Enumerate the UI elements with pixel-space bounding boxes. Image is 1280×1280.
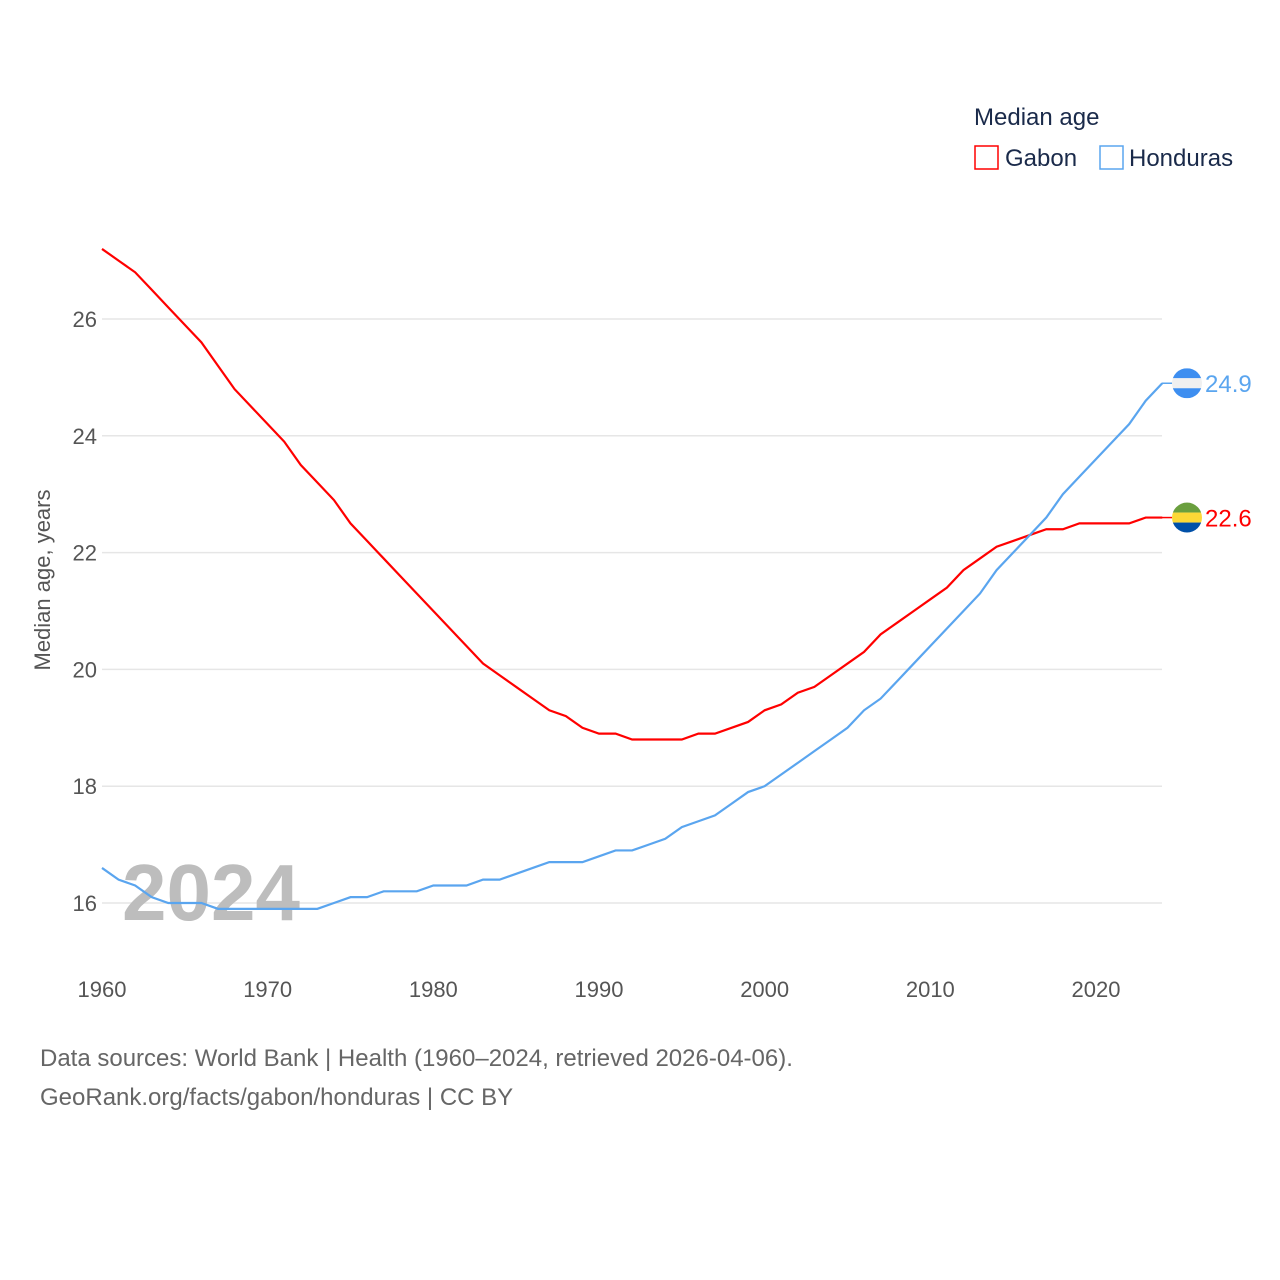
x-tick-label: 1990 [575, 977, 624, 1002]
series-line-gabon [101, 248, 1163, 741]
y-tick-label: 22 [73, 541, 97, 566]
legend-item-honduras[interactable]: Honduras [1129, 145, 1233, 172]
legend-swatch[interactable] [1099, 145, 1124, 170]
x-tick-label: 1960 [78, 977, 127, 1002]
x-tick-label: 2020 [1072, 977, 1121, 1002]
y-axis-label: Median age, years [30, 490, 55, 671]
attribution-link[interactable]: GeoRank.org/facts/gabon/honduras | CC BY [40, 1084, 514, 1111]
end-value-label: 24.9 [1205, 371, 1252, 398]
y-tick-label: 26 [73, 307, 97, 332]
gabon-flag-icon [1172, 502, 1202, 533]
year-watermark: 2024 [122, 848, 300, 937]
end-value-label: 22.6 [1205, 506, 1252, 533]
x-tick-label: 1970 [243, 977, 292, 1002]
y-tick-label: 16 [73, 891, 97, 916]
legend-swatch[interactable] [974, 145, 999, 170]
x-tick-label: 1980 [409, 977, 458, 1002]
x-tick-label: 2010 [906, 977, 955, 1002]
y-tick-label: 24 [73, 424, 97, 449]
legend-title: Median age [974, 104, 1099, 131]
x-tick-label: 2000 [740, 977, 789, 1002]
y-tick-label: 18 [73, 774, 97, 799]
legend-item-gabon[interactable]: Gabon [1005, 145, 1077, 172]
honduras-flag-icon [1172, 368, 1202, 399]
source-note: Data sources: World Bank | Health (1960–… [40, 1045, 793, 1072]
y-tick-label: 20 [73, 657, 97, 682]
series-line-honduras [101, 382, 1164, 910]
